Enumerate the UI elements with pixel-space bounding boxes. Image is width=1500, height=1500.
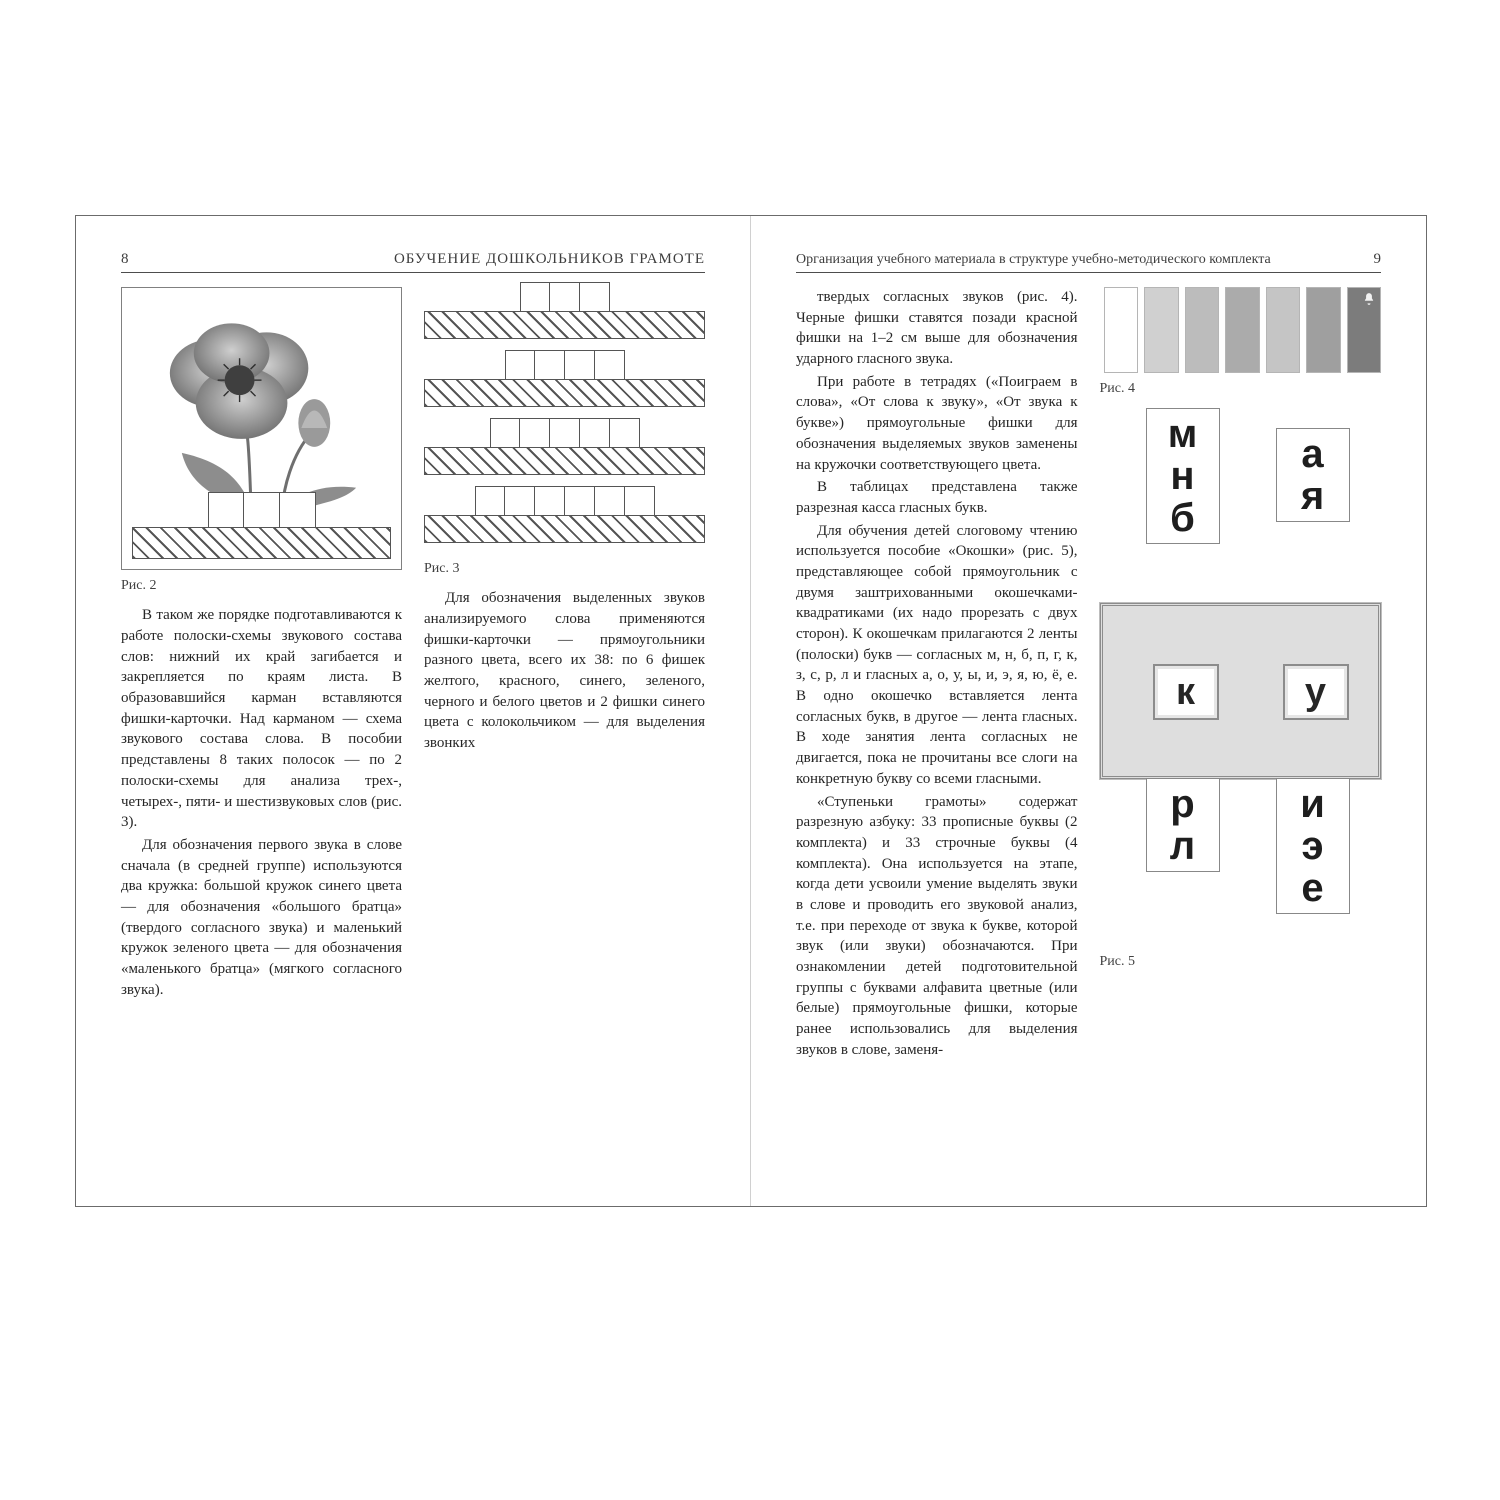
tape-letter: м (1147, 413, 1219, 455)
fig3-cell (625, 486, 655, 516)
running-head-left: 8 ОБУЧЕНИЕ ДОШКОЛЬНИКОВ ГРАМОТЕ (121, 251, 705, 273)
page-number-left: 8 (121, 251, 129, 268)
fig3-cell (505, 350, 535, 380)
fig3-strip (424, 423, 705, 475)
tape-letter: л (1147, 825, 1219, 867)
figure-5: мнб ая к у рл иэе (1100, 408, 1382, 948)
fig3-cell (520, 282, 550, 312)
fig4-swatch (1104, 287, 1139, 373)
fig2-caption: Рис. 2 (121, 576, 402, 595)
right-p4: Для обучения детей слоговому чтению испо… (796, 521, 1078, 790)
fig2-cell (208, 492, 244, 528)
fig2-bar (132, 527, 391, 559)
tape-letter: а (1277, 433, 1349, 475)
left-col-2: Рис. 3 Для обозначения выделенных звуков… (424, 287, 705, 1002)
tape-letter: б (1147, 497, 1219, 539)
running-head-right: Организация учебного материала в структу… (796, 251, 1381, 273)
page-left: 8 ОБУЧЕНИЕ ДОШКОЛЬНИКОВ ГРАМОТЕ (76, 216, 751, 1206)
fig3-cell (550, 282, 580, 312)
tape-consonants-top: мнб (1146, 408, 1220, 544)
left-c1-p1: В таком же порядке подготавливаются к ра… (121, 605, 402, 833)
right-p1: твердых согласных звуков (рис. 4). Черны… (796, 287, 1078, 370)
fig3-cell (580, 418, 610, 448)
tape-letter: р (1147, 783, 1219, 825)
left-c2-p1: Для обозначения выделенных звуков анализ… (424, 588, 705, 754)
fig3-cell (595, 486, 625, 516)
page-right: Организация учебного материала в структу… (751, 216, 1426, 1206)
bell-icon (1362, 292, 1376, 306)
fig4-swatch (1225, 287, 1260, 373)
fig3-caption: Рис. 3 (424, 559, 705, 578)
fig3-cell (580, 282, 610, 312)
fig2-cell (244, 492, 280, 528)
right-p2: При работе в тетрадях («Поиграем в слова… (796, 372, 1078, 475)
fig3-cell (535, 350, 565, 380)
fig3-cell (610, 418, 640, 448)
fig3-strip (424, 287, 705, 339)
fig3-cell (505, 486, 535, 516)
okoshki-reader: к у (1100, 603, 1382, 779)
fig3-cell (535, 486, 565, 516)
tape-letter: я (1277, 475, 1349, 517)
right-p5: «Ступеньки грамоты» содержат разрезную а… (796, 792, 1078, 1061)
window-left: к (1153, 664, 1219, 720)
page-number-right: 9 (1374, 251, 1382, 268)
figure-2 (121, 287, 402, 570)
tape-consonants-bottom: рл (1146, 778, 1220, 872)
tape-letter: э (1277, 825, 1349, 867)
fig3-cell (565, 486, 595, 516)
left-c1-p2: Для обозначения первого звука в слове сн… (121, 835, 402, 1001)
fig4-caption: Рис. 4 (1100, 379, 1382, 398)
right-p3: В таблицах представлена также разрезная … (796, 477, 1078, 518)
fig4-swatch (1306, 287, 1341, 373)
fig3-cell (565, 350, 595, 380)
fig4-swatch (1144, 287, 1179, 373)
book-spread: 8 ОБУЧЕНИЕ ДОШКОЛЬНИКОВ ГРАМОТЕ (75, 215, 1427, 1207)
tape-letter: н (1147, 455, 1219, 497)
tape-letter: и (1277, 783, 1349, 825)
fig3-cell (550, 418, 580, 448)
figure-4 (1100, 287, 1382, 373)
fig3-strip (424, 491, 705, 543)
tape-vowels-bottom: иэе (1276, 778, 1350, 914)
right-col-1: твердых согласных звуков (рис. 4). Черны… (796, 287, 1078, 1062)
fig5-caption: Рис. 5 (1100, 952, 1382, 971)
fig3-cell (595, 350, 625, 380)
fig4-swatch (1266, 287, 1301, 373)
left-col-1: Рис. 2 В таком же порядке подготавливают… (121, 287, 402, 1002)
fig3-cell (520, 418, 550, 448)
fig3-strip (424, 355, 705, 407)
running-title-right: Организация учебного материала в структу… (796, 252, 1271, 268)
fig3-cell (490, 418, 520, 448)
fig4-swatch (1347, 287, 1382, 373)
figure-3 (424, 287, 705, 543)
fig2-cell (280, 492, 316, 528)
tape-letter: е (1277, 867, 1349, 909)
fig4-swatch (1185, 287, 1220, 373)
right-col-2: Рис. 4 мнб ая к у рл иэе Рис. 5 (1100, 287, 1382, 1062)
tape-vowels-top: ая (1276, 428, 1350, 522)
fig3-cell (475, 486, 505, 516)
running-title-left: ОБУЧЕНИЕ ДОШКОЛЬНИКОВ ГРАМОТЕ (394, 251, 705, 268)
window-right: у (1283, 664, 1349, 720)
